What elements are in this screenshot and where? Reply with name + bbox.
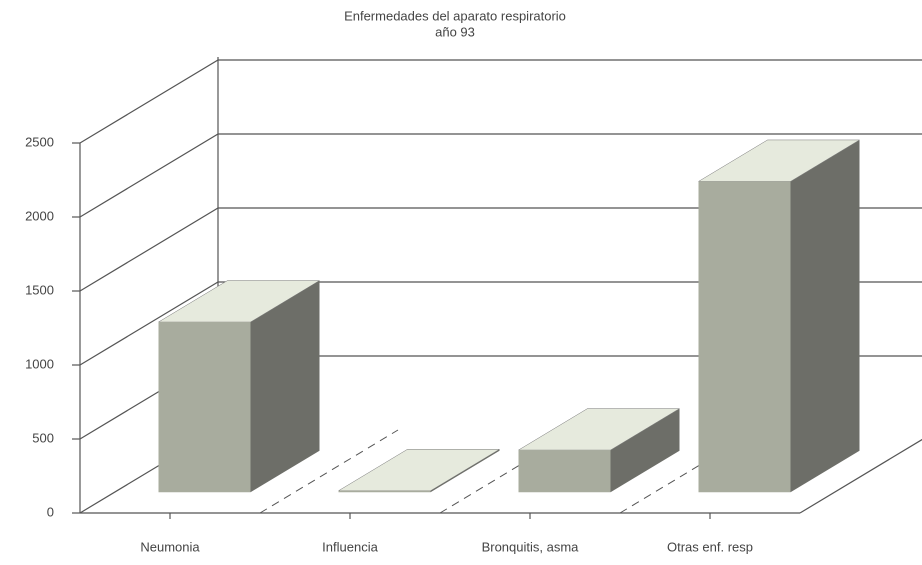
bar-side [610,408,680,493]
grid-line [79,133,922,218]
bar [158,322,251,493]
bar-side [790,139,860,493]
chart-title: Enfermedades del aparato respiratorio [344,8,566,23]
grid-line [79,59,922,144]
grid-line [79,207,922,292]
grid-line [79,281,922,366]
bar-side [250,280,320,493]
floor-right [799,438,922,514]
bar-side [430,449,500,493]
bar [338,490,431,493]
x-tick-label: Bronquitis, asma [482,539,580,554]
bar [518,450,611,493]
y-tick-label: 0 [47,504,54,519]
y-tick-label: 500 [32,430,54,445]
y-tick-label: 2000 [25,208,54,223]
bar [698,181,791,493]
x-tick-label: Neumonia [140,539,200,554]
bar-top [337,449,501,492]
y-tick-label: 1500 [25,282,54,297]
x-tick-label: Influencia [322,539,378,554]
x-tick-label: Otras enf. resp [667,539,753,554]
y-tick-label: 2500 [25,134,54,149]
chart-subtitle: año 93 [435,24,475,39]
y-tick-label: 1000 [25,356,54,371]
